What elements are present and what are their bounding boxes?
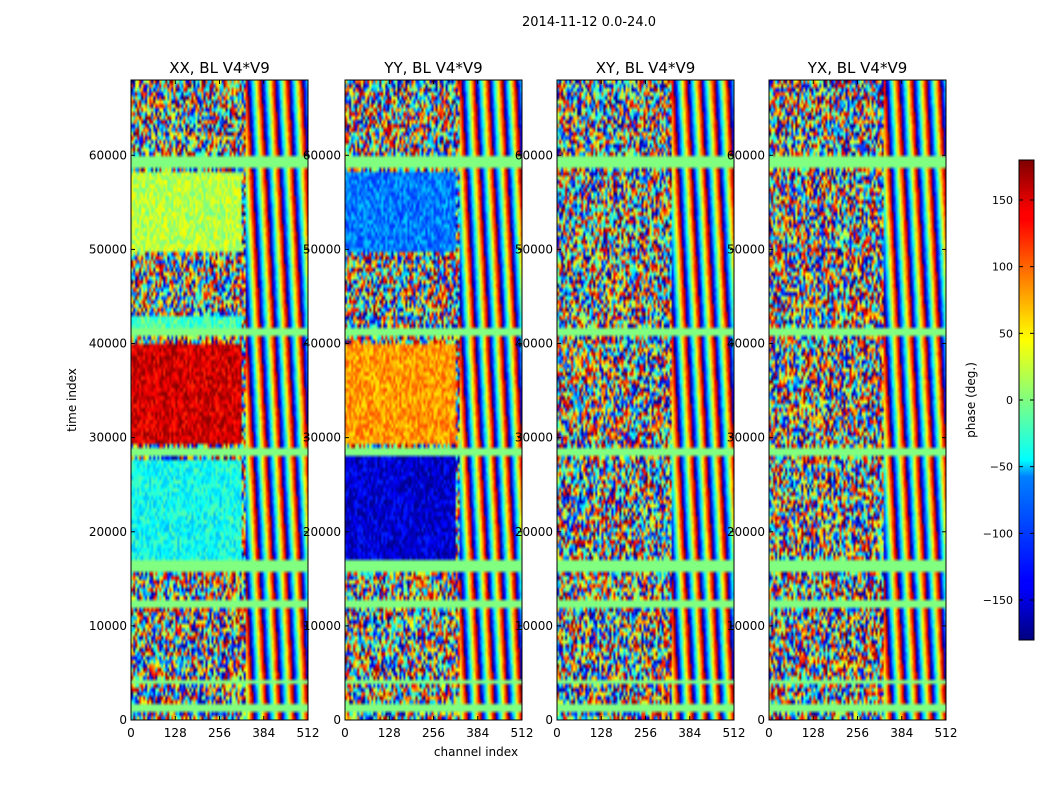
panel-yy: YY, BL V4*V9 0 128 256 384 512 0 10000 20000 3000… — [303, 59, 534, 740]
x-tick-label: 128 — [378, 726, 401, 740]
panels-group: XX, BL V4*V9 0 128 256 384 512 0 10000 20000 3000… — [89, 59, 958, 740]
heatmap-image-yx — [769, 80, 946, 720]
colorbar-tick-label: −150 — [983, 594, 1013, 607]
y-tick-label: 30000 — [303, 431, 341, 445]
colorbar-ticks: −150 −100 −50 0 50 100 150 — [983, 194, 1034, 607]
x-tick-label: 128 — [164, 726, 187, 740]
colorbar: −150 −100 −50 0 50 100 150 phase (deg.) — [964, 159, 1035, 641]
x-tick-label: 128 — [802, 726, 825, 740]
heatmap-image-yy — [345, 80, 522, 720]
x-tick-label: 512 — [935, 726, 958, 740]
y-tick-label: 40000 — [89, 337, 127, 351]
colorbar-tick-label: 0 — [1006, 394, 1013, 407]
panel-xx: XX, BL V4*V9 0 128 256 384 512 0 10000 20000 3000… — [89, 59, 320, 740]
y-tick-label: 60000 — [89, 148, 127, 162]
y-tick-label: 50000 — [303, 242, 341, 256]
heatmap-image-xx — [131, 80, 308, 720]
panel-title: YY, BL V4*V9 — [383, 59, 482, 77]
y-tick-label: 20000 — [303, 525, 341, 539]
y-tick-label: 40000 — [727, 337, 765, 351]
x-tick-label: 0 — [127, 726, 135, 740]
x-tick-label: 0 — [553, 726, 561, 740]
colorbar-label: phase (deg.) — [964, 362, 978, 438]
x-tick-label: 0 — [341, 726, 349, 740]
y-tick-label: 40000 — [515, 337, 553, 351]
y-tick-label: 60000 — [515, 148, 553, 162]
x-tick-label: 384 — [890, 726, 913, 740]
y-tick-label: 30000 — [515, 431, 553, 445]
y-tick-label: 60000 — [727, 148, 765, 162]
y-tick-label: 0 — [757, 713, 765, 727]
x-tick-label: 256 — [846, 726, 869, 740]
colorbar-tick-label: −100 — [983, 527, 1013, 540]
x-tick-label: 384 — [466, 726, 489, 740]
y-tick-label: 20000 — [515, 525, 553, 539]
x-tick-label: 512 — [723, 726, 746, 740]
panel-title: YX, BL V4*V9 — [807, 59, 908, 77]
x-tick-label: 512 — [511, 726, 534, 740]
y-tick-label: 40000 — [303, 337, 341, 351]
y-tick-label: 0 — [545, 713, 553, 727]
y-axis-label: time index — [65, 368, 79, 432]
y-tick-label: 10000 — [89, 619, 127, 633]
x-tick-label: 512 — [297, 726, 320, 740]
colorbar-tick-label: 150 — [992, 194, 1013, 207]
x-tick-label: 384 — [678, 726, 701, 740]
panel-title: XY, BL V4*V9 — [596, 59, 696, 77]
x-tick-label: 256 — [634, 726, 657, 740]
y-tick-label: 50000 — [727, 242, 765, 256]
y-tick-label: 60000 — [303, 148, 341, 162]
colorbar-tick-label: 50 — [999, 327, 1013, 340]
y-tick-label: 10000 — [727, 619, 765, 633]
y-tick-label: 10000 — [515, 619, 553, 633]
x-tick-label: 0 — [765, 726, 773, 740]
colorbar-tick-label: 100 — [992, 261, 1013, 274]
x-tick-label: 128 — [590, 726, 613, 740]
y-tick-label: 0 — [119, 713, 127, 727]
y-tick-label: 50000 — [89, 242, 127, 256]
figure-suptitle: 2014-11-12 0.0-24.0 — [522, 15, 656, 30]
panel-xy: XY, BL V4*V9 0 128 256 384 512 0 10000 20000 3000… — [515, 59, 746, 740]
x-tick-label: 256 — [422, 726, 445, 740]
y-tick-label: 50000 — [515, 242, 553, 256]
y-tick-label: 10000 — [303, 619, 341, 633]
x-tick-label: 256 — [208, 726, 231, 740]
y-tick-label: 30000 — [89, 431, 127, 445]
x-tick-label: 384 — [252, 726, 275, 740]
heatmap-image-xy — [557, 80, 734, 720]
x-axis-label: channel index — [434, 745, 518, 759]
panel-title: XX, BL V4*V9 — [169, 59, 270, 77]
y-tick-label: 30000 — [727, 431, 765, 445]
y-tick-label: 20000 — [89, 525, 127, 539]
y-tick-label: 20000 — [727, 525, 765, 539]
y-tick-label: 0 — [333, 713, 341, 727]
colorbar-tick-label: −50 — [990, 461, 1013, 474]
panel-yx: YX, BL V4*V9 0 128 256 384 512 0 10000 20000 3000… — [727, 59, 958, 740]
